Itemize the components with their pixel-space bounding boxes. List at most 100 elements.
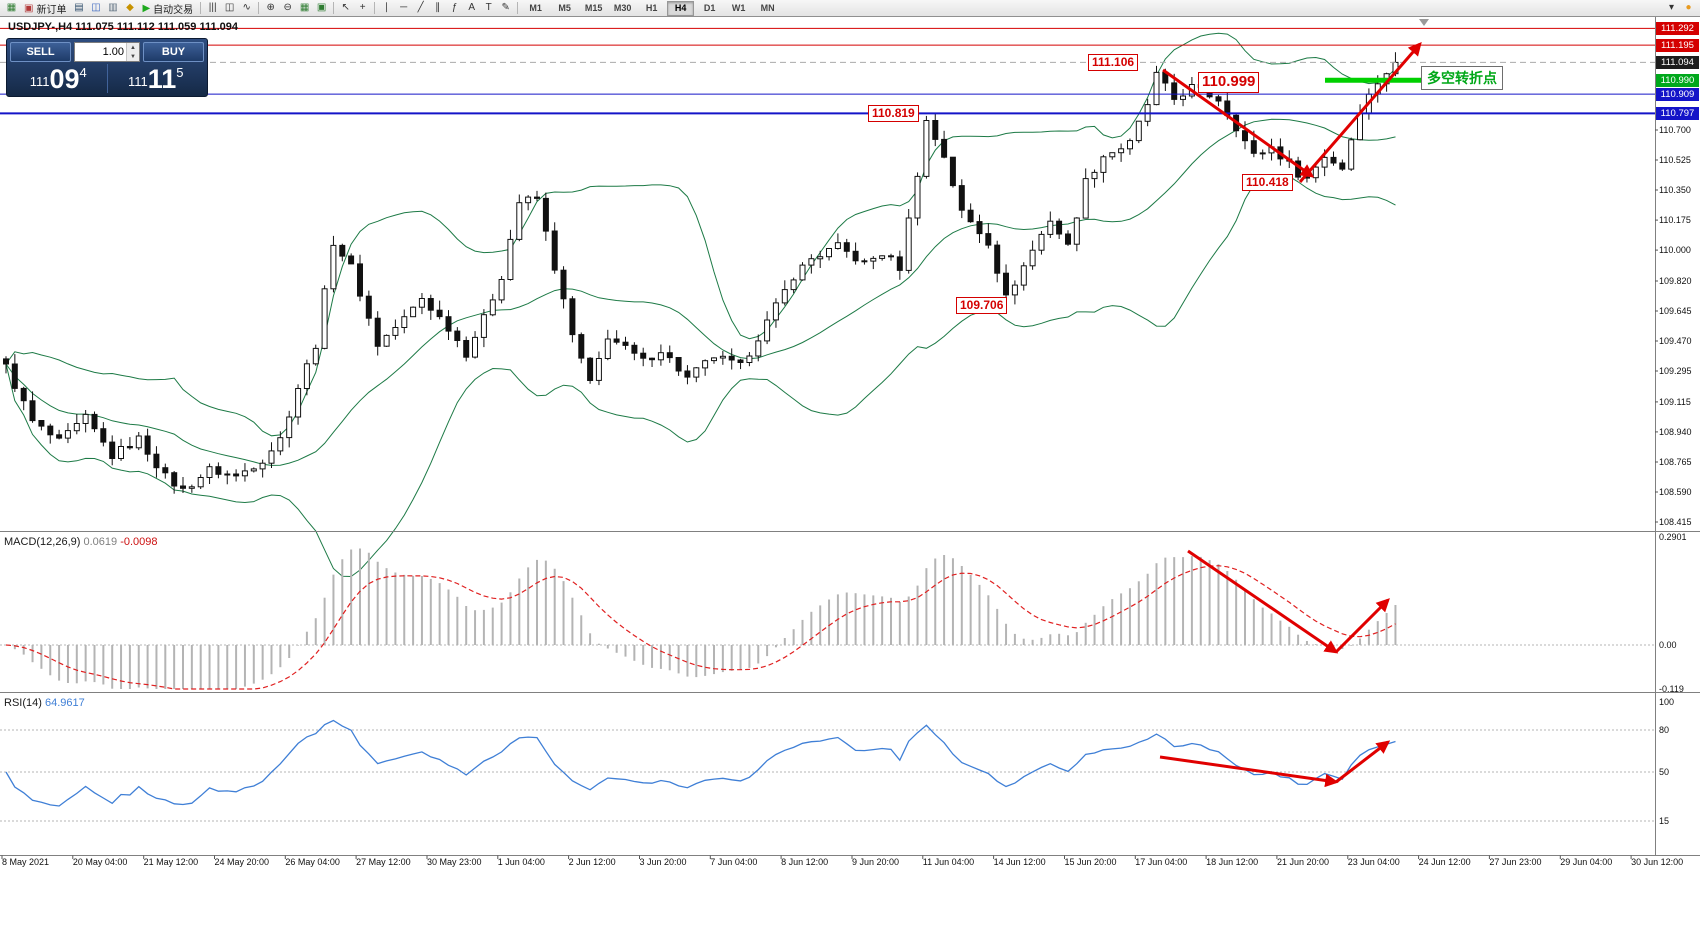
new-order-button: ▣ [24, 2, 34, 14]
new-chart-icon[interactable]: ▦ [3, 1, 20, 15]
chart-list-icon[interactable]: ▤ [70, 1, 87, 15]
draw-tool-icon[interactable]: ✎ [497, 1, 514, 15]
label-tool-icon[interactable]: T [480, 1, 497, 15]
sell-button[interactable]: SELL [10, 42, 71, 62]
timeframe-button-mn[interactable]: MN [760, 3, 775, 13]
terminal-icon[interactable]: ▥ [104, 1, 121, 15]
macd-main-value: 0.0619 [83, 536, 118, 548]
timeframe-button-w1[interactable]: W1 [731, 3, 746, 13]
status-dot-icon[interactable]: ● [1680, 1, 1697, 15]
text-tool-icon: A [468, 2, 475, 13]
sell-price-pipette: 4 [79, 65, 87, 80]
candlestick-chart-type-icon[interactable]: ◫ [221, 1, 238, 15]
trend-arrow[interactable] [1159, 755, 1339, 788]
autotrading-button: ▶ [142, 2, 151, 14]
autotrading-button-label: 自动交易 [153, 4, 194, 16]
timeframe-button-h4[interactable]: H4 [667, 0, 695, 16]
arrange-windows-icon: ▣ [316, 2, 327, 13]
horizontal-line-icon: ─ [400, 2, 408, 13]
buy-button[interactable]: BUY [143, 42, 204, 62]
bar-chart-type-icon: ||| [208, 2, 217, 13]
trend-arrow[interactable] [1334, 598, 1390, 654]
chart-shift-marker [1419, 19, 1429, 26]
trend-arrow[interactable] [1335, 740, 1391, 784]
macd-indicator-readout: MACD(12,26,9) 0.0619 -0.0098 [4, 536, 158, 548]
chevron-down-icon[interactable]: ▾ [1663, 1, 1680, 15]
rsi-indicator-readout: RSI(14) 64.9617 [4, 697, 85, 709]
lot-size-input[interactable] [75, 43, 126, 61]
trend-arrow[interactable] [1162, 68, 1315, 178]
new-chart-icon: ▦ [6, 2, 17, 13]
autotrading-button[interactable]: ▶ 自动交易 [138, 1, 197, 16]
lot-decrease-button[interactable]: ▼ [127, 52, 139, 61]
sell-price-display[interactable]: 111 09 4 [10, 64, 108, 93]
macd-signal-value: -0.0098 [120, 536, 158, 548]
lot-increase-button[interactable]: ▲ [127, 43, 139, 52]
bollinger-lower-band [5, 173, 1396, 578]
buy-price-pipette: 5 [176, 65, 184, 80]
cursor-icon[interactable]: ↖ [337, 1, 354, 15]
toolbar-separator [517, 2, 519, 14]
horizontal-line-icon[interactable]: ─ [395, 1, 412, 15]
toolbar-separator [374, 2, 376, 14]
bar-chart-type-icon[interactable]: ||| [204, 1, 221, 15]
lot-size-field: ▲ ▼ [74, 42, 140, 62]
crosshair-icon[interactable]: + [354, 1, 371, 15]
vertical-line-icon[interactable]: ∣ [378, 1, 395, 15]
channel-icon[interactable]: ∥ [429, 1, 446, 15]
toolbar-separator [333, 2, 335, 14]
line-chart-type-icon: ∿ [242, 2, 251, 13]
macd-histogram [13, 548, 1397, 689]
turning-point-annotation[interactable]: 多空转折点 [1421, 66, 1503, 90]
buy-price-prefix: 111 [127, 74, 148, 89]
label-tool-icon: T [485, 2, 492, 13]
bollinger-middle-band [5, 118, 1396, 466]
chevron-down-icon: ▾ [1668, 2, 1675, 13]
arrange-windows-icon[interactable]: ▣ [313, 1, 330, 15]
timeframe-button-m15[interactable]: M15 [584, 3, 603, 13]
timeframe-button-d1[interactable]: D1 [703, 3, 716, 13]
chart-list-icon: ▤ [74, 2, 84, 13]
profiles-icon: ◫ [91, 2, 101, 13]
trendline-icon: ╱ [417, 2, 424, 13]
new-order-button[interactable]: ▣ 新订单 [20, 1, 70, 16]
vertical-line-icon: ∣ [384, 2, 390, 13]
buy-price-display[interactable]: 111 11 5 [108, 64, 205, 93]
trend-arrow[interactable] [1298, 41, 1422, 183]
toolbar-separator [258, 2, 260, 14]
macd-signal-line [5, 565, 1396, 690]
channel-icon: ∥ [435, 2, 441, 13]
zoom-out-icon[interactable]: ⊖ [279, 1, 296, 15]
fibonacci-icon[interactable]: ƒ [446, 1, 463, 15]
timeframe-button-m5[interactable]: M5 [558, 3, 571, 13]
terminal-icon: ▥ [108, 2, 118, 13]
trendline-icon[interactable]: ╱ [412, 1, 429, 15]
bollinger-upper-band [5, 32, 1396, 437]
line-chart-type-icon[interactable]: ∿ [238, 1, 255, 15]
symbol-ohlc-readout: USDJPY-,H4 111.075 111.112 111.059 111.0… [8, 21, 239, 33]
trend-arrow[interactable] [1187, 549, 1339, 654]
sell-price-big-digits: 09 [49, 64, 80, 94]
macd-name: MACD(12,26,9) [4, 536, 81, 548]
zoom-in-icon[interactable]: ⊕ [262, 1, 279, 15]
candles-layer [3, 52, 1399, 494]
alert-icon: ◆ [126, 2, 134, 13]
timeframe-button-h1[interactable]: H1 [645, 3, 658, 13]
draw-tool-icon: ✎ [501, 2, 510, 13]
rsi-line [5, 719, 1396, 807]
alert-icon[interactable]: ◆ [121, 1, 138, 15]
crosshair-icon: + [359, 2, 366, 13]
text-tool-icon[interactable]: A [463, 1, 480, 15]
timeframe-button-m1[interactable]: M1 [529, 3, 542, 13]
profiles-icon[interactable]: ◫ [87, 1, 104, 15]
zoom-out-icon: ⊖ [283, 2, 292, 13]
toolbar-separator [200, 2, 202, 14]
status-dot-icon: ● [1685, 2, 1692, 13]
timeframe-button-m30[interactable]: M30 [613, 3, 632, 13]
tile-windows-icon[interactable]: ▦ [296, 1, 313, 15]
cursor-icon: ↖ [341, 2, 350, 13]
rsi-name: RSI(14) [4, 697, 42, 709]
